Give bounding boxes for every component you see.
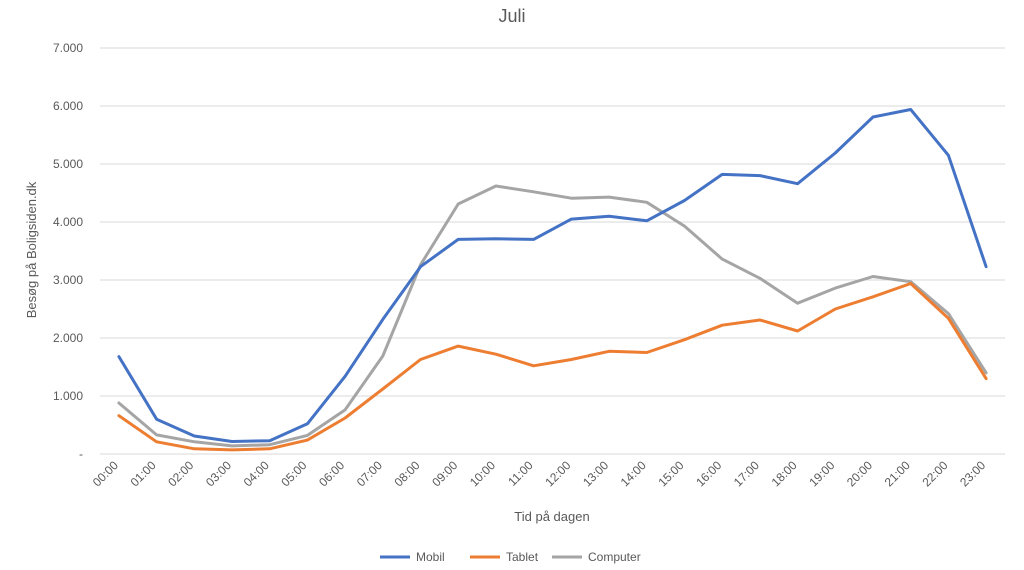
x-tick-label: 21:00 bbox=[882, 458, 913, 489]
x-tick-label: 20:00 bbox=[844, 458, 875, 489]
y-tick-label: 6.000 bbox=[53, 99, 83, 113]
x-tick-label: 10:00 bbox=[467, 458, 498, 489]
series-line-mobil bbox=[117, 108, 988, 443]
x-tick-label: 06:00 bbox=[316, 458, 347, 489]
x-tick-label: 12:00 bbox=[542, 458, 573, 489]
x-tick-label: 18:00 bbox=[769, 458, 800, 489]
x-tick-label: 01:00 bbox=[128, 458, 159, 489]
y-axis-title: Besøg på Boligsiden.dk bbox=[24, 181, 39, 318]
legend-label: Mobil bbox=[416, 550, 445, 564]
x-tick-label: 16:00 bbox=[693, 458, 724, 489]
y-tick-label: 2.000 bbox=[53, 331, 83, 345]
y-tick-label: 3.000 bbox=[53, 273, 83, 287]
x-tick-label: 08:00 bbox=[392, 458, 423, 489]
y-tick-label: - bbox=[79, 447, 83, 461]
x-axis-ticks: 00:00 01:00 02:00 03:00 04:00 05:00 06:00 07:00… bbox=[90, 458, 989, 489]
x-tick-label: 15:00 bbox=[655, 458, 686, 489]
legend-label: Computer bbox=[588, 550, 641, 564]
x-tick-label: 02:00 bbox=[165, 458, 196, 489]
y-tick-label: 7.000 bbox=[53, 41, 83, 55]
x-tick-label: 17:00 bbox=[731, 458, 762, 489]
y-tick-label: 5.000 bbox=[53, 157, 83, 171]
x-axis-title: Tid på dagen bbox=[514, 509, 589, 524]
y-axis-ticks: - 1.000 2.000 3.000 4.000 5.000 6.000 7.000 bbox=[53, 41, 83, 461]
legend-label: Tablet bbox=[506, 550, 539, 564]
series-line-computer bbox=[117, 184, 988, 448]
chart-title: Juli bbox=[498, 6, 525, 26]
y-tick-label: 1.000 bbox=[53, 389, 83, 403]
x-tick-label: 09:00 bbox=[429, 458, 460, 489]
x-tick-label: 22:00 bbox=[919, 458, 950, 489]
x-tick-label: 03:00 bbox=[203, 458, 234, 489]
x-tick-label: 19:00 bbox=[806, 458, 837, 489]
x-tick-label: 13:00 bbox=[580, 458, 611, 489]
x-tick-label: 05:00 bbox=[278, 458, 309, 489]
series-lines bbox=[117, 108, 988, 452]
gridlines bbox=[100, 47, 1005, 455]
legend: Mobil Tablet Computer bbox=[380, 550, 641, 564]
series-line-tablet bbox=[117, 282, 988, 452]
x-tick-label: 14:00 bbox=[618, 458, 649, 489]
y-tick-label: 4.000 bbox=[53, 215, 83, 229]
x-tick-label: 00:00 bbox=[90, 458, 121, 489]
x-tick-label: 04:00 bbox=[241, 458, 272, 489]
x-tick-label: 11:00 bbox=[505, 458, 536, 489]
x-tick-label: 23:00 bbox=[957, 458, 988, 489]
x-tick-label: 07:00 bbox=[354, 458, 385, 489]
